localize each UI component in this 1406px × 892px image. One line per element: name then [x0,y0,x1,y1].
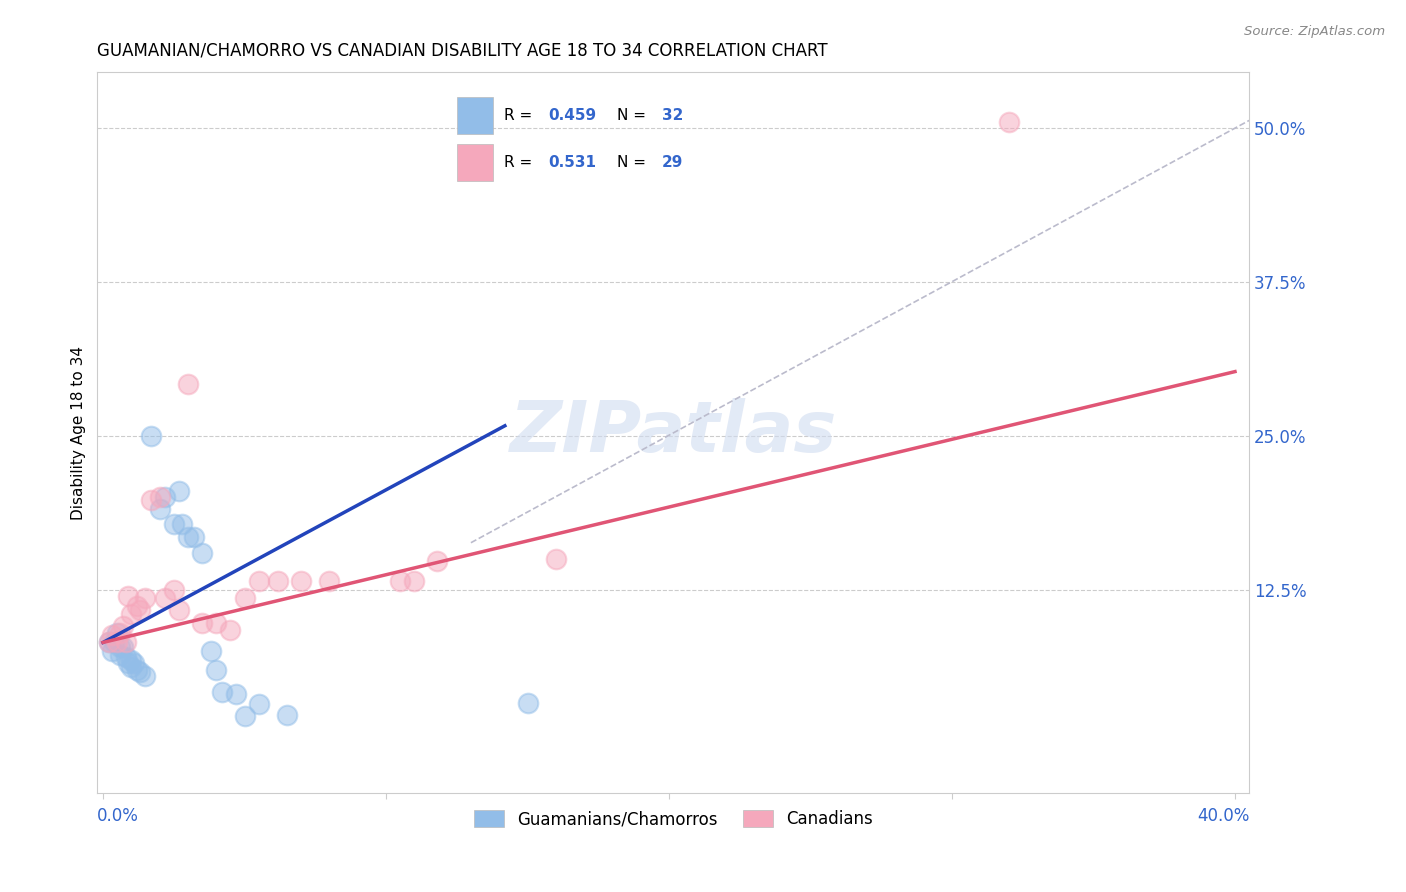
Point [120,607,142,621]
Point [155,490,177,504]
Y-axis label: Disability Age 18 to 34: Disability Age 18 to 34 [72,345,86,519]
Point [225,687,247,701]
Point [108,648,131,662]
Point [114,650,136,665]
Point [103,635,125,649]
Point [108,625,131,640]
Point [177,530,200,544]
Point [100,644,122,658]
Point [191,615,214,630]
Point [149,490,172,504]
Point [404,574,426,588]
Point [205,663,228,677]
Point [177,376,200,391]
Point [105,635,128,649]
Point [290,574,312,588]
Point [128,665,150,679]
Point [108,640,131,655]
Point [516,696,538,710]
Point [117,589,139,603]
Point [219,623,242,637]
Point [139,428,162,442]
Point [205,615,228,630]
Point [267,574,290,588]
Point [134,591,156,606]
Point [276,708,298,723]
Point [139,492,162,507]
Point [544,551,567,566]
Point [97,635,120,649]
Point [125,663,148,677]
Point [122,657,145,671]
Point [105,625,128,640]
Point [183,530,205,544]
Point [169,603,191,617]
Point [97,635,120,649]
Point [163,517,186,532]
Point [111,640,134,655]
Point [997,114,1019,128]
Point [155,591,177,606]
Point [233,591,256,606]
Point [247,574,270,588]
Point [200,644,222,658]
Legend: Guamanians/Chamorros, Canadians: Guamanians/Chamorros, Canadians [467,803,879,835]
Point [247,697,270,711]
Text: Source: ZipAtlas.com: Source: ZipAtlas.com [1244,25,1385,38]
Point [191,545,214,559]
Text: GUAMANIAN/CHAMORRO VS CANADIAN DISABILITY AGE 18 TO 34 CORRELATION CHART: GUAMANIAN/CHAMORRO VS CANADIAN DISABILIT… [97,42,828,60]
Point [149,502,172,516]
Point [117,657,139,671]
Point [172,517,194,532]
Point [134,669,156,683]
Point [318,574,340,588]
Point [233,709,256,723]
Point [128,603,150,617]
Point [169,483,191,498]
Point [163,582,186,597]
Point [389,574,412,588]
Point [111,619,134,633]
Point [426,554,449,568]
Point [120,653,142,667]
Point [120,660,142,674]
Point [114,635,136,649]
Text: 0.0%: 0.0% [97,807,139,825]
Point [125,599,148,613]
Point [211,684,233,698]
Text: 40.0%: 40.0% [1197,807,1249,825]
Text: ZIPatlas: ZIPatlas [509,398,837,467]
Point [100,628,122,642]
